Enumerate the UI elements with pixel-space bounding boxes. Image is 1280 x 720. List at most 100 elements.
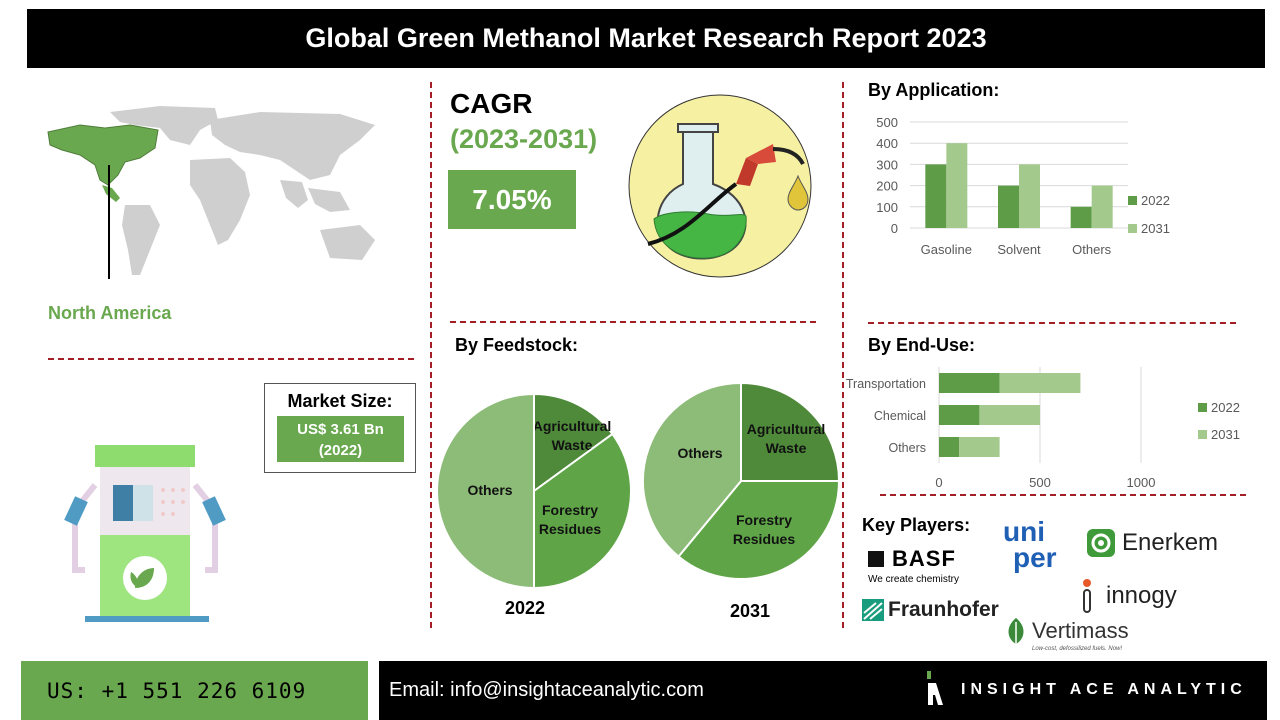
pie-2031-year: 2031 xyxy=(729,601,771,621)
pie-label: Residues xyxy=(539,521,601,537)
bar-2022-gasoline xyxy=(925,164,947,228)
end-use-chart: 0 500 1000 Transportation Chemical Others 2022… xyxy=(846,367,1240,490)
cagr-title: CAGR xyxy=(450,88,533,119)
region-label: North America xyxy=(48,303,172,323)
pie-label: Forestry xyxy=(542,502,598,518)
south-america-shape xyxy=(122,205,160,275)
world-map xyxy=(47,106,375,275)
y-tick-label: 100 xyxy=(876,200,898,215)
legend-swatch-2031 xyxy=(1128,224,1137,233)
x-tick-label: Gasoline xyxy=(921,242,972,257)
legend-swatch-2031 xyxy=(1198,430,1207,439)
enerkem-logo: Enerkem xyxy=(1086,528,1218,558)
feedstock-title: By Feedstock: xyxy=(455,335,579,355)
cagr-value: 7.05% xyxy=(448,170,576,229)
pie-label: Waste xyxy=(766,440,807,456)
footer-bar: Email: info@insightaceanalytic.com INSIG… xyxy=(379,661,1267,720)
market-size-value: US$ 3.61 Bn (2022) xyxy=(277,416,404,462)
insight-ace-logo-icon xyxy=(927,671,943,705)
bar-2031-solvent xyxy=(1019,164,1040,228)
pie-2022-year: 2022 xyxy=(504,598,546,618)
bar-2031-gasoline xyxy=(946,143,968,228)
x-tick-label: 0 xyxy=(935,475,942,490)
y-tick-label: Chemical xyxy=(874,409,926,423)
region-pointer-line xyxy=(108,165,110,279)
fraunhofer-icon xyxy=(862,599,884,621)
vertimass-logo: Vertimass Low-cost, defossilized fuels. … xyxy=(1004,616,1129,652)
end-use-title: By End-Use: xyxy=(868,335,976,355)
brand-name: INSIGHT ACE ANALYTIC xyxy=(961,681,1247,698)
feedstock-pie-2031: Agricultural Waste Forestry Residues Others xyxy=(642,382,840,580)
pie-label: Agricultural xyxy=(747,421,826,437)
pie-slice-others xyxy=(642,382,742,558)
y-tick-label: 500 xyxy=(876,115,898,130)
eurasia-shape xyxy=(210,112,375,180)
innogy-name: innogy xyxy=(1106,582,1177,609)
key-players-title: Key Players: xyxy=(862,515,971,535)
vertimass-name: Vertimass xyxy=(1032,618,1129,643)
legend-label: 2031 xyxy=(1141,221,1170,236)
africa-shape xyxy=(190,158,250,245)
bar-2031-others xyxy=(959,437,1000,457)
divider-end-use xyxy=(880,494,1246,496)
market-size-label: Market Size: xyxy=(287,391,393,411)
vertimass-leaf-icon xyxy=(1008,618,1024,644)
north-america-shape xyxy=(47,124,159,186)
pie-label: Waste xyxy=(552,437,593,453)
australia-shape xyxy=(320,225,375,260)
market-size-box: Market Size: US$ 3.61 Bn (2022) xyxy=(264,383,416,473)
y-tick-label: 0 xyxy=(891,221,898,236)
legend-swatch-2022 xyxy=(1128,196,1137,205)
basf-logo: BASF We create chemistry xyxy=(868,546,959,585)
divider-right xyxy=(842,82,844,628)
legend-label: 2031 xyxy=(1211,427,1240,442)
y-tick-label: 200 xyxy=(876,179,898,194)
uniper-line-2: per xyxy=(1013,542,1057,573)
divider-cagr xyxy=(450,321,816,323)
x-tick-label: Solvent xyxy=(997,242,1041,257)
x-tick-label: Others xyxy=(1072,242,1112,257)
flask-fuel-icon xyxy=(628,94,812,278)
pie-slice-others xyxy=(436,393,535,589)
innogy-icon xyxy=(1083,579,1091,613)
bar-2022-others xyxy=(1070,206,1092,228)
footer-phone: US: +1 551 226 6109 xyxy=(21,661,368,720)
pie-slice-forestry-residues xyxy=(677,480,840,580)
basf-name: BASF xyxy=(892,546,956,571)
pie-slice-agricultural-waste xyxy=(740,382,840,482)
pie-label: Agricultural xyxy=(533,418,612,434)
divider-application xyxy=(868,322,1236,324)
application-chart: 0 100 200 300 400 500 Gasoline Solvent Others 202… xyxy=(876,115,1170,257)
pie-label: Residues xyxy=(733,531,795,547)
bar-2022-others xyxy=(939,437,960,457)
application-title: By Application: xyxy=(868,80,1000,100)
india-shape xyxy=(280,180,308,208)
fuel-pump-icon xyxy=(64,445,226,622)
pie-label: Others xyxy=(467,482,512,498)
y-tick-label: 400 xyxy=(876,136,898,151)
uniper-logo: uni per xyxy=(1003,518,1057,573)
basf-square-icon xyxy=(868,551,884,567)
feedstock-pie-2022: Agricultural Waste Forestry Residues Others xyxy=(436,393,632,589)
fraunhofer-logo: Fraunhofer xyxy=(862,598,999,622)
legend-label: 2022 xyxy=(1211,400,1240,415)
fraunhofer-name: Fraunhofer xyxy=(888,598,999,621)
legend-swatch-2022 xyxy=(1198,403,1207,412)
x-tick-label: 1000 xyxy=(1127,475,1156,490)
pie-label: Others xyxy=(677,445,722,461)
pie-slice-agricultural-waste xyxy=(533,393,614,493)
pie-slice-forestry-residues xyxy=(533,432,632,589)
bar-2022-transportation xyxy=(939,373,1000,393)
bar-2031-others xyxy=(1091,185,1113,228)
enerkem-name: Enerkem xyxy=(1122,529,1219,556)
cagr-period: (2023-2031) xyxy=(450,124,598,154)
bar-2022-solvent xyxy=(998,185,1019,228)
greenland-shape xyxy=(110,106,218,145)
footer-email[interactable]: Email: info@insightaceanalytic.com xyxy=(389,679,704,701)
divider-region xyxy=(48,358,414,360)
enerkem-icon xyxy=(1087,529,1115,557)
page-title: Global Green Methanol Market Research Re… xyxy=(27,9,1265,68)
pie-label: Forestry xyxy=(736,512,792,528)
divider-left xyxy=(430,82,432,628)
central-america-shape xyxy=(102,185,120,202)
